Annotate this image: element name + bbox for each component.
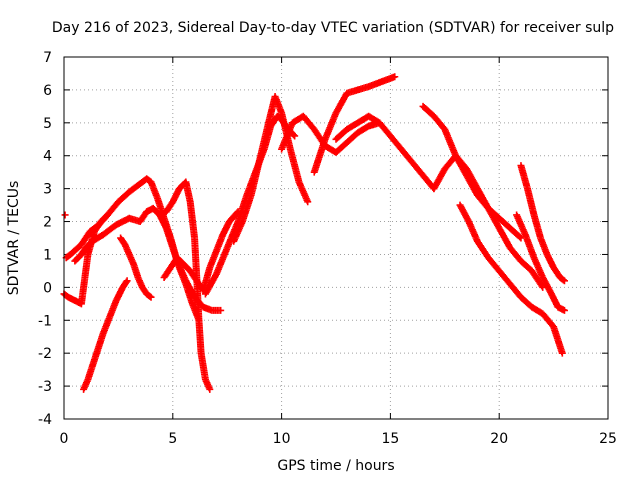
y-tick-label: -2 (38, 346, 52, 362)
x-tick-label: 10 (273, 431, 291, 447)
y-tick-label: 4 (43, 149, 52, 165)
x-tick-label: 5 (168, 431, 177, 447)
y-tick-label: 6 (43, 83, 52, 99)
plot-frame (63, 56, 609, 420)
data-point (211, 272, 219, 280)
x-tick-label: 25 (599, 431, 617, 447)
data-point (560, 306, 568, 314)
data-point (291, 132, 299, 140)
y-tick-label: 5 (43, 116, 52, 132)
y-tick-label: -1 (38, 313, 52, 329)
y-tick-label: 3 (43, 182, 52, 198)
data-point (61, 211, 69, 219)
data-point (558, 349, 566, 357)
axis-layer: -4 -3 -2 -1 0 1 2 3 4 5 6 7 0 5 10 15 20 25 (38, 50, 617, 447)
data-point (290, 131, 298, 139)
data-point (391, 73, 399, 81)
y-tick-label: 0 (43, 280, 52, 296)
data-point (147, 293, 155, 301)
y-axis-label: SDTVAR / TECUs (6, 181, 22, 296)
data-point (560, 277, 568, 285)
y-tick-label: 1 (43, 247, 52, 263)
data-layer (60, 73, 568, 393)
data-point (146, 292, 154, 300)
x-tick-label: 20 (490, 431, 508, 447)
x-axis-label: GPS time / hours (277, 458, 394, 474)
data-point (559, 276, 567, 284)
data-point (304, 198, 312, 206)
data-point (122, 278, 130, 286)
data-point (123, 277, 131, 285)
data-point (206, 385, 214, 393)
data-point (217, 306, 225, 314)
y-tick-label: 7 (43, 50, 52, 66)
x-tick-label: 0 (60, 431, 69, 447)
x-tick-label: 15 (381, 431, 399, 447)
y-tick-label: 2 (43, 215, 52, 231)
chart-title: Day 216 of 2023, Sidereal Day-to-day VTE… (52, 20, 614, 36)
y-tick-label: -3 (38, 379, 52, 395)
data-point (516, 233, 524, 241)
data-point (102, 212, 110, 220)
y-tick-label: -4 (38, 412, 52, 428)
data-point (104, 211, 112, 219)
